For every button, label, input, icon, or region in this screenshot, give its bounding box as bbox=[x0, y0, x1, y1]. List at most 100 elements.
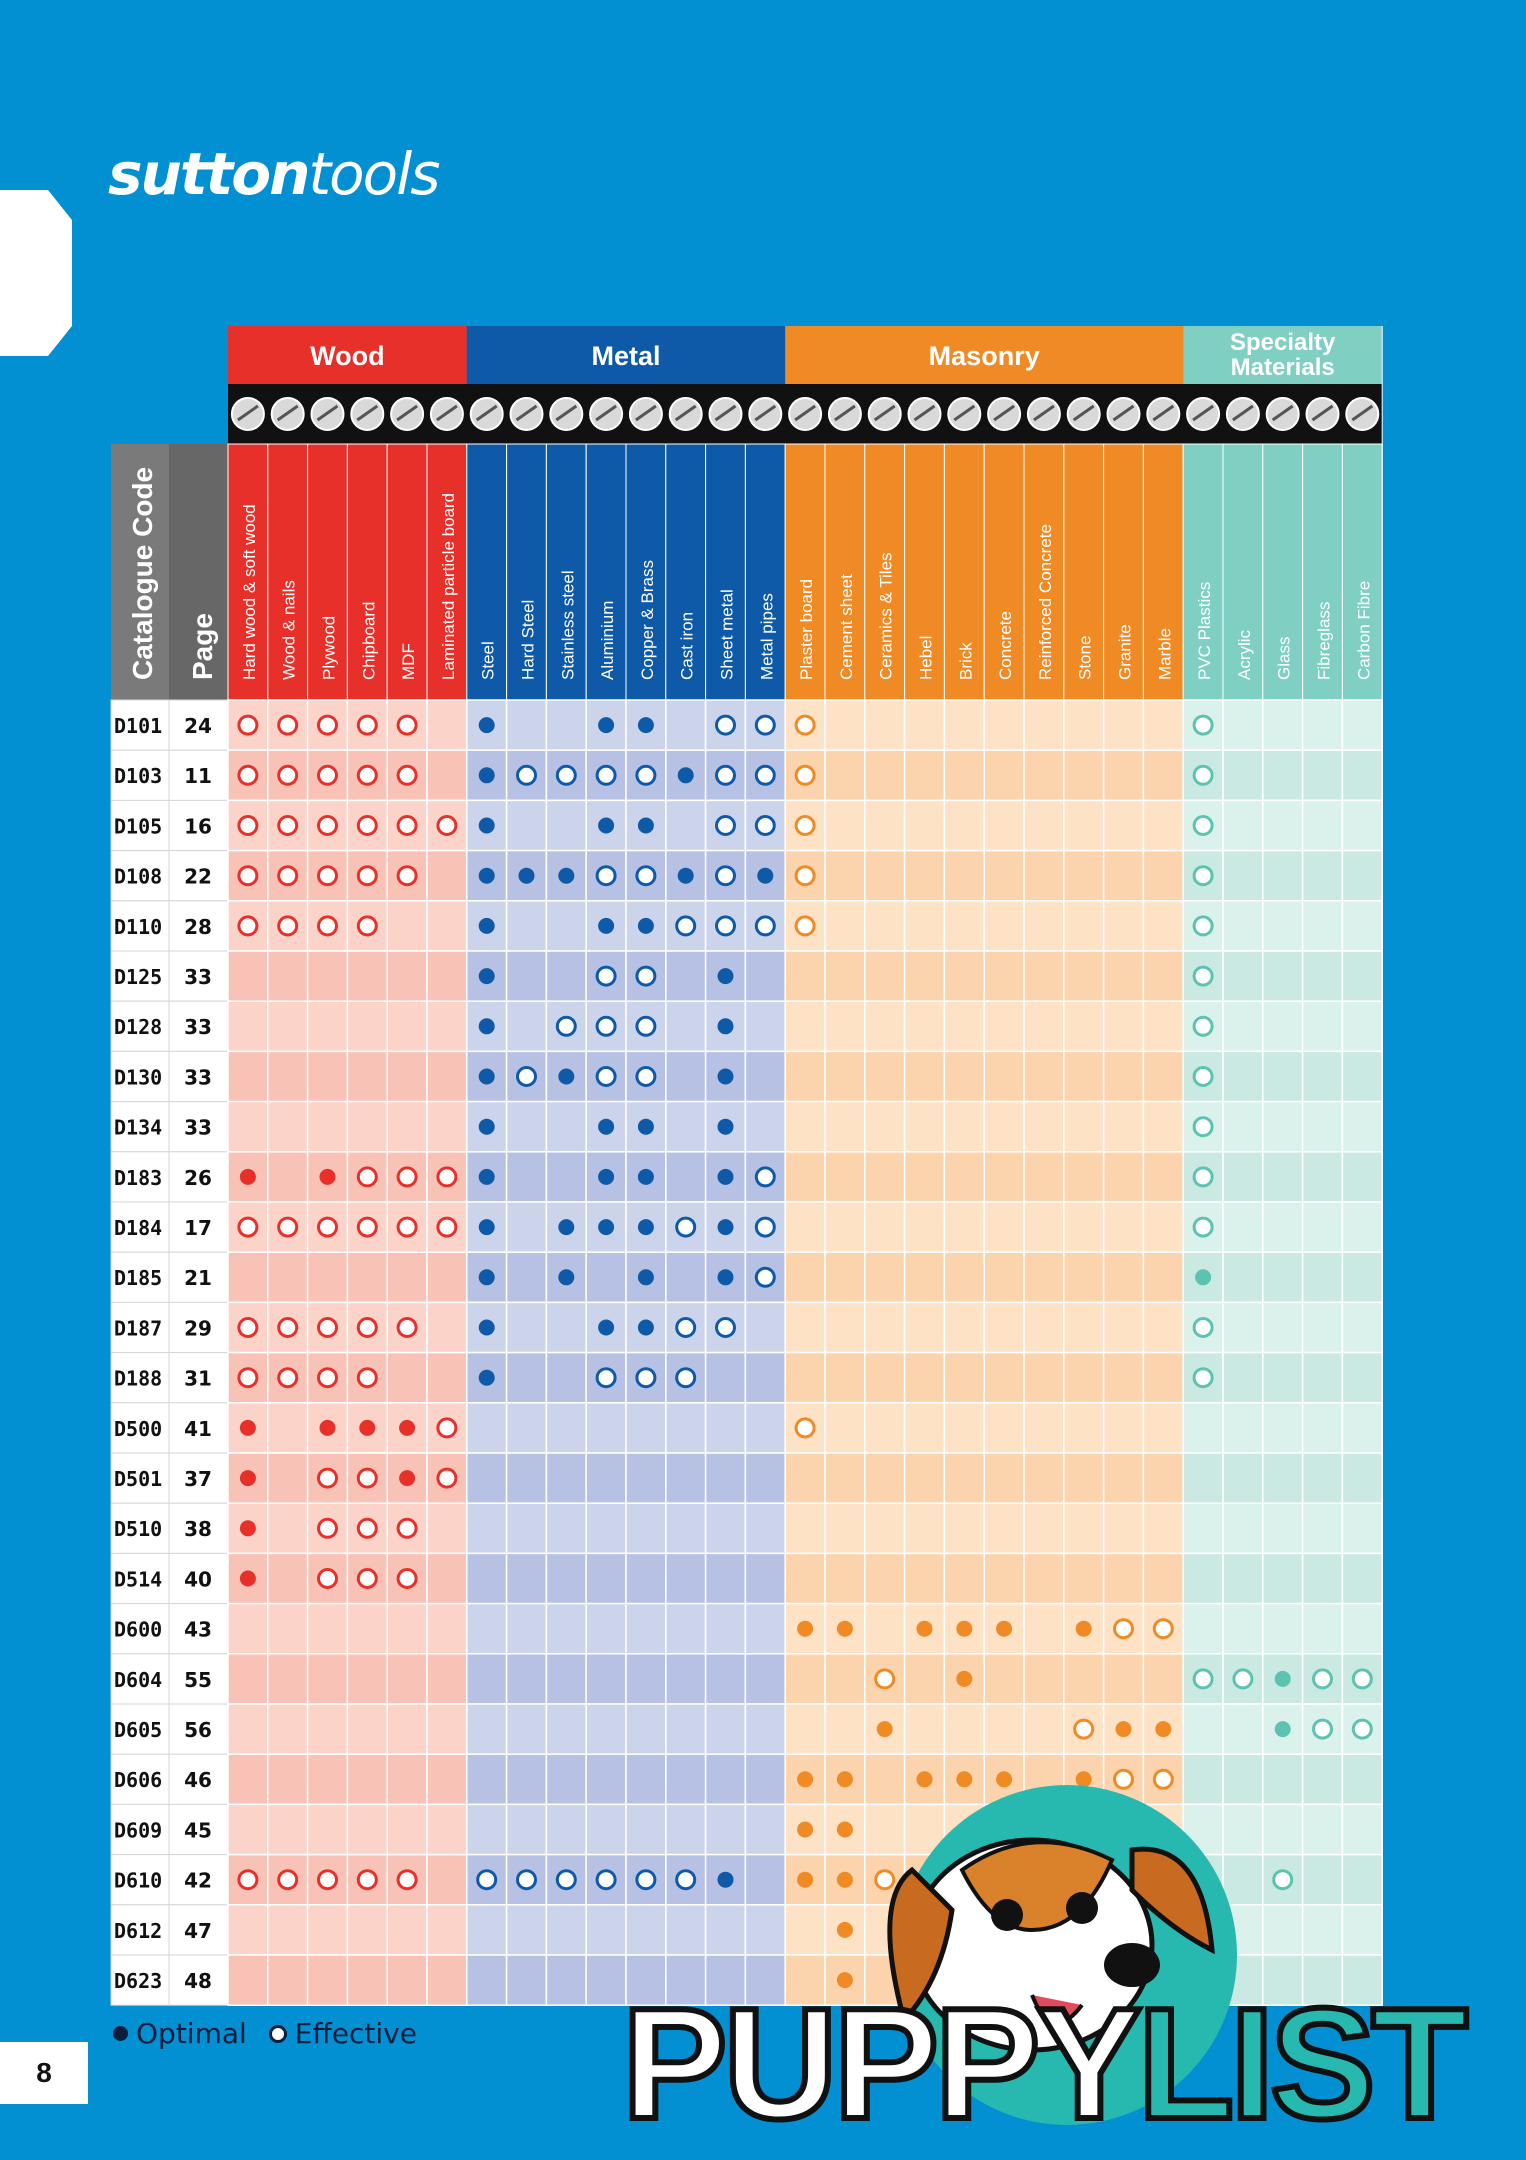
grid-cell bbox=[1142, 1100, 1184, 1153]
grid-cell bbox=[784, 1653, 826, 1705]
grid-cell bbox=[1222, 900, 1264, 952]
grid-cell bbox=[545, 1552, 587, 1605]
effective-ring bbox=[317, 815, 338, 836]
group-header-0 bbox=[228, 326, 467, 384]
grid-cell bbox=[346, 1653, 388, 1705]
grid-cell bbox=[426, 1552, 468, 1605]
effective-ring bbox=[635, 1367, 657, 1389]
effective-ring bbox=[794, 1417, 816, 1439]
grid-cell bbox=[346, 1100, 388, 1153]
grid-cell bbox=[267, 1100, 309, 1153]
column-header-label: Hebel bbox=[917, 636, 936, 680]
effective-ring bbox=[794, 815, 816, 836]
optimal-dot bbox=[956, 1670, 973, 1687]
grid-cell bbox=[943, 1151, 985, 1203]
grid-cell bbox=[1262, 1402, 1304, 1454]
effective-ring bbox=[1192, 815, 1214, 836]
effective-ring bbox=[516, 764, 537, 786]
page-ref: 33 bbox=[184, 1065, 212, 1089]
page-ref: 48 bbox=[184, 1969, 212, 1993]
grid-cell bbox=[824, 1502, 866, 1555]
grid-cell bbox=[1301, 1100, 1344, 1153]
grid-cell bbox=[1301, 1301, 1344, 1354]
effective-ring bbox=[317, 764, 338, 786]
grid-cell bbox=[1301, 1050, 1344, 1103]
effective-ring bbox=[436, 1216, 458, 1238]
page-ref: 40 bbox=[184, 1567, 212, 1591]
grid-cell bbox=[306, 1703, 349, 1755]
grid-cell bbox=[625, 1552, 667, 1605]
grid-cell bbox=[744, 1753, 786, 1806]
optimal-dot bbox=[598, 1319, 615, 1336]
grid-cell bbox=[1262, 1151, 1304, 1203]
swatch-texture-line bbox=[436, 404, 458, 422]
grid-cell bbox=[227, 1000, 269, 1053]
effective-ring bbox=[754, 714, 776, 736]
grid-cell bbox=[983, 1452, 1025, 1504]
grid-cell bbox=[1222, 1602, 1264, 1655]
page-ref: 11 bbox=[184, 764, 212, 788]
grid-cell bbox=[267, 1402, 309, 1454]
effective-ring bbox=[277, 1317, 299, 1338]
optimal-dot bbox=[598, 817, 615, 834]
grid-cell bbox=[1063, 849, 1105, 902]
grid-cell bbox=[1023, 699, 1065, 751]
grid-cell bbox=[1023, 749, 1065, 802]
grid-cell bbox=[1341, 1050, 1383, 1103]
grid-cell bbox=[1102, 1452, 1145, 1504]
optimal-dot bbox=[399, 1419, 416, 1436]
grid-cell bbox=[1301, 699, 1344, 751]
grid-cell bbox=[426, 1502, 468, 1555]
catalogue-code: D501 bbox=[114, 1467, 162, 1491]
effective-ring bbox=[317, 1568, 338, 1589]
grid-cell bbox=[665, 799, 707, 852]
effective-ring bbox=[1192, 1367, 1214, 1389]
effective-ring bbox=[516, 1066, 537, 1087]
grid-cell bbox=[704, 1602, 747, 1655]
grid-cell bbox=[665, 1753, 707, 1806]
grid-cell bbox=[1222, 749, 1264, 802]
grid-cell bbox=[227, 1653, 269, 1705]
column-header-label: MDF bbox=[399, 643, 418, 680]
effective-ring bbox=[317, 1467, 338, 1489]
code-cell bbox=[110, 1000, 170, 1052]
page-cell bbox=[168, 1753, 229, 1805]
puppy-mascot-image bbox=[887, 1785, 1237, 2125]
optimal-dot bbox=[478, 1018, 495, 1035]
code-cell bbox=[110, 1803, 170, 1856]
grid-cell bbox=[943, 1100, 985, 1153]
catalogue-code: D130 bbox=[114, 1065, 162, 1089]
grid-cell bbox=[505, 1954, 548, 2006]
column-header-cell bbox=[1023, 443, 1065, 701]
grid-cell bbox=[267, 1904, 309, 1956]
page-ref: 33 bbox=[184, 1015, 212, 1039]
grid-cell bbox=[545, 1703, 587, 1755]
grid-cell bbox=[585, 1552, 627, 1605]
grid-cell bbox=[665, 699, 707, 751]
grid-cell bbox=[744, 1452, 786, 1504]
effective-ring bbox=[396, 865, 418, 887]
grid-cell bbox=[625, 1502, 667, 1555]
effective-ring bbox=[317, 1216, 338, 1238]
column-header-label: Marble bbox=[1155, 628, 1174, 680]
grid-cell bbox=[1023, 950, 1065, 1002]
grid-cell bbox=[1262, 1000, 1304, 1053]
grid-cell bbox=[864, 1201, 906, 1253]
grid-cell bbox=[1102, 1201, 1145, 1253]
grid-cell bbox=[267, 1552, 309, 1605]
swatch-texture-line bbox=[555, 404, 578, 422]
grid-cell bbox=[466, 1502, 508, 1555]
optimal-dot bbox=[916, 1771, 933, 1788]
optimal-dot bbox=[637, 1269, 654, 1286]
grid-cell bbox=[864, 1753, 906, 1806]
optimal-dot bbox=[1274, 1721, 1291, 1738]
swatch-texture-line bbox=[714, 404, 737, 422]
effective-ring bbox=[436, 1467, 458, 1489]
effective-ring bbox=[356, 1216, 378, 1238]
page-cell bbox=[168, 1904, 229, 1956]
grid-cell bbox=[1222, 1050, 1264, 1103]
swatch-texture-line bbox=[1152, 404, 1175, 422]
grid-cell bbox=[704, 1753, 747, 1806]
grid-cell bbox=[1301, 1954, 1344, 2006]
catalogue-code: D600 bbox=[114, 1618, 162, 1642]
